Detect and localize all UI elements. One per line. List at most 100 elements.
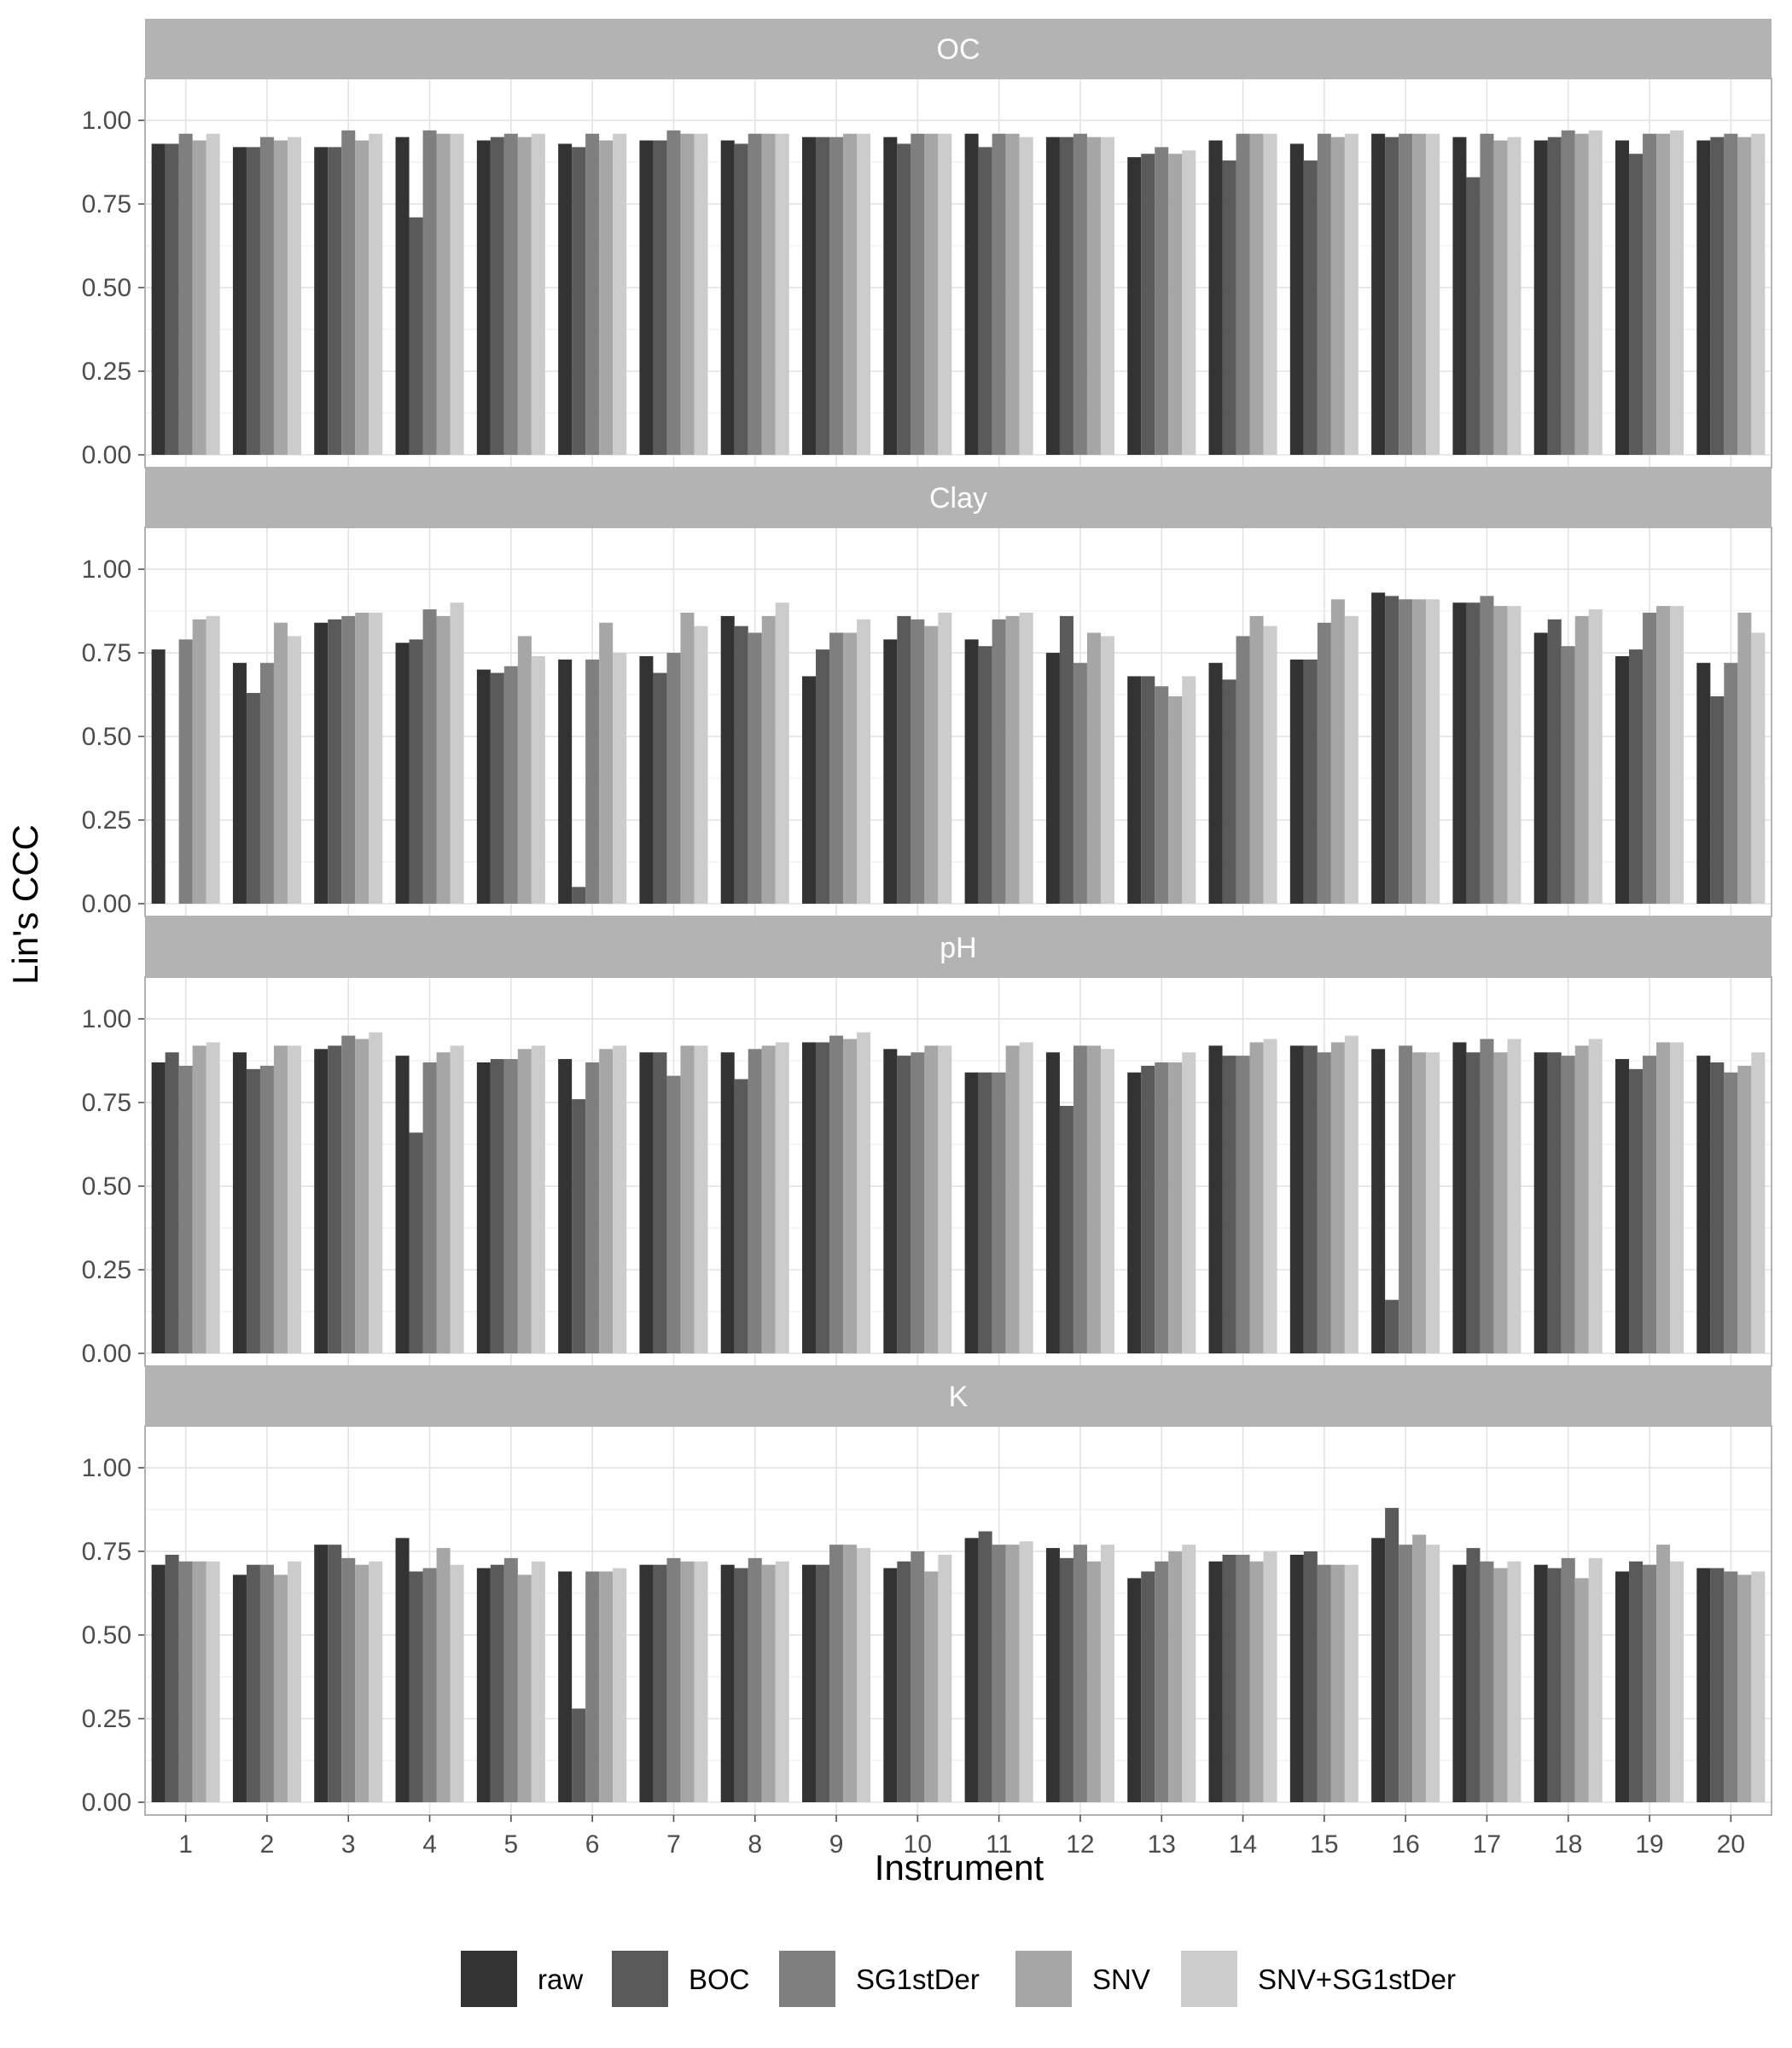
bar-clay-11-SG1stDer [992, 619, 1006, 904]
bar-clay-15-SNV+SG1stDer [1344, 615, 1359, 904]
bar-ph-15-raw [1289, 1045, 1304, 1353]
bar-k-15-BOC [1303, 1551, 1318, 1802]
bar-clay-7-SNV+SG1stDer [694, 625, 708, 904]
bar-oc-1-BOC [165, 143, 179, 456]
bar-k-7-BOC [653, 1564, 667, 1802]
bar-clay-6-SNV+SG1stDer [613, 653, 627, 904]
bar-k-9-SG1stDer [829, 1545, 844, 1802]
bar-oc-16-SG1stDer [1399, 133, 1413, 455]
y-tick-label: 0.75 [82, 639, 131, 667]
bar-k-20-SNV [1737, 1574, 1752, 1802]
bar-oc-6-BOC [572, 147, 586, 455]
bar-clay-5-SNV [517, 636, 532, 904]
bar-ph-12-raw [1045, 1052, 1060, 1353]
bar-clay-13-raw [1127, 676, 1142, 904]
bar-clay-14-raw [1208, 662, 1223, 904]
bar-k-7-raw [639, 1564, 654, 1802]
bar-oc-2-BOC [246, 147, 260, 455]
bar-clay-4-BOC [409, 639, 423, 904]
bar-ph-13-SG1stDer [1155, 1062, 1169, 1353]
bar-clay-11-raw [964, 639, 979, 904]
bar-ph-5-SG1stDer [503, 1059, 518, 1353]
bar-oc-18-BOC [1547, 137, 1562, 456]
x-tick-label: 17 [1473, 1830, 1501, 1859]
bar-ph-6-SG1stDer [585, 1062, 600, 1353]
bar-k-18-raw [1533, 1564, 1548, 1802]
bar-clay-9-SNV+SG1stDer [857, 619, 871, 904]
bar-k-8-BOC [734, 1568, 748, 1802]
bar-clay-18-BOC [1547, 619, 1562, 904]
bar-clay-7-raw [639, 655, 654, 904]
bar-ph-13-BOC [1141, 1065, 1155, 1353]
bar-oc-8-SNV [761, 133, 776, 455]
bar-ph-6-raw [558, 1059, 573, 1353]
bar-k-17-BOC [1466, 1548, 1481, 1802]
bar-clay-6-BOC [572, 887, 586, 904]
bar-oc-3-raw [314, 147, 329, 455]
legend-label: BOC [689, 1964, 750, 1995]
bar-ph-18-raw [1533, 1052, 1548, 1353]
bar-oc-6-SNV [599, 140, 614, 455]
bar-ph-2-BOC [246, 1068, 260, 1353]
x-tick-label: 6 [585, 1830, 600, 1859]
bar-k-13-SNV [1168, 1551, 1183, 1802]
bar-k-17-SG1stDer [1480, 1561, 1494, 1802]
bar-clay-20-BOC [1710, 695, 1725, 904]
bar-ph-20-SNV+SG1stDer [1751, 1052, 1766, 1353]
bar-ph-16-SNV+SG1stDer [1426, 1052, 1440, 1353]
bar-ph-20-BOC [1710, 1062, 1725, 1353]
bar-clay-8-SNV+SG1stDer [775, 602, 789, 904]
bar-k-13-SNV+SG1stDer [1182, 1545, 1196, 1802]
bar-ph-16-SG1stDer [1399, 1045, 1413, 1353]
x-tick-label: 18 [1554, 1830, 1582, 1859]
bar-oc-11-BOC [978, 147, 992, 455]
bar-clay-7-SG1stDer [666, 653, 681, 904]
x-tick-label: 19 [1635, 1830, 1663, 1859]
bar-ph-1-BOC [165, 1052, 179, 1353]
bar-k-11-SNV+SG1stDer [1019, 1541, 1033, 1802]
x-tick-label: 14 [1229, 1830, 1257, 1859]
bar-k-16-SNV+SG1stDer [1426, 1545, 1440, 1802]
bar-oc-1-SG1stDer [178, 133, 193, 455]
bar-ph-8-BOC [734, 1079, 748, 1353]
x-axis-title: Instrument [875, 1847, 1044, 1888]
bar-ph-10-SG1stDer [911, 1052, 925, 1353]
bar-k-2-SG1stDer [259, 1564, 274, 1802]
bar-ph-20-SG1stDer [1724, 1072, 1738, 1353]
facet-title: pH [940, 932, 976, 964]
bar-k-10-SNV+SG1stDer [938, 1554, 952, 1802]
bar-k-15-SNV+SG1stDer [1344, 1564, 1359, 1802]
bar-clay-7-SNV [680, 612, 695, 904]
bar-ph-7-BOC [653, 1052, 667, 1353]
bar-oc-9-SNV [843, 133, 858, 455]
bar-clay-4-SNV [436, 615, 451, 904]
bar-ph-16-SNV [1412, 1052, 1427, 1353]
bar-ph-12-SNV+SG1stDer [1100, 1049, 1114, 1353]
bar-k-12-BOC [1059, 1557, 1073, 1802]
bar-ph-10-SNV [924, 1045, 939, 1353]
bar-ph-11-SNV [1005, 1045, 1020, 1353]
bar-clay-1-SNV+SG1stDer [206, 615, 220, 904]
bar-ph-9-raw [802, 1042, 817, 1353]
bar-clay-9-BOC [816, 649, 830, 904]
bar-oc-4-BOC [409, 217, 423, 455]
bar-oc-8-SNV+SG1stDer [775, 133, 789, 455]
bar-clay-5-SNV+SG1stDer [531, 655, 545, 904]
bar-oc-18-SNV [1574, 133, 1589, 455]
bar-oc-8-SG1stDer [748, 133, 762, 455]
bar-ph-9-SNV [843, 1039, 858, 1353]
y-tick-label: 1.00 [82, 1454, 131, 1482]
x-tick-label: 11 [986, 1830, 1012, 1859]
bar-oc-16-BOC [1385, 137, 1399, 456]
bar-k-11-SNV [1005, 1545, 1020, 1802]
bar-k-6-BOC [572, 1708, 586, 1802]
bar-k-6-SG1stDer [585, 1571, 600, 1802]
bar-oc-1-SNV+SG1stDer [206, 133, 220, 455]
y-tick-label: 1.00 [82, 556, 131, 584]
bar-ph-15-SNV+SG1stDer [1344, 1035, 1359, 1353]
bar-clay-10-raw [883, 639, 898, 904]
facet-strip [145, 1366, 1772, 1426]
bar-clay-12-raw [1045, 653, 1060, 904]
bar-k-18-BOC [1547, 1568, 1562, 1802]
bar-ph-14-SG1stDer [1236, 1056, 1250, 1353]
